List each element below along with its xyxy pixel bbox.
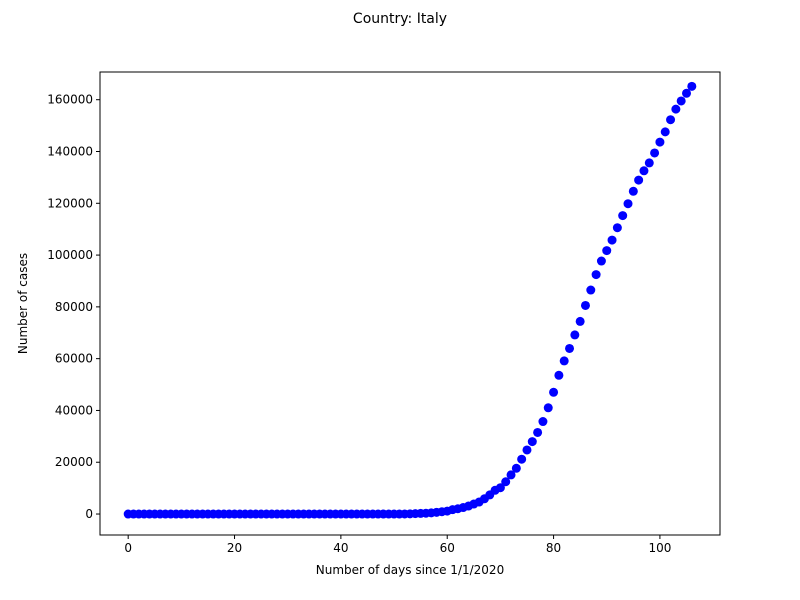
data-point xyxy=(687,81,697,91)
y-tick-label: 100000 xyxy=(47,248,93,262)
x-tick-label: 20 xyxy=(227,541,242,555)
y-axis-label: Number of cases xyxy=(16,253,30,354)
data-point xyxy=(586,285,596,295)
data-point xyxy=(559,356,569,366)
x-tick-label: 80 xyxy=(546,541,561,555)
data-point xyxy=(671,104,681,114)
y-tick-label: 140000 xyxy=(47,144,93,158)
data-point xyxy=(596,256,606,266)
x-axis-label: Number of days since 1/1/2020 xyxy=(316,563,504,577)
data-point xyxy=(655,137,665,147)
data-point xyxy=(580,300,590,310)
data-point xyxy=(618,211,628,221)
data-point xyxy=(527,437,537,447)
data-point xyxy=(591,270,601,280)
data-point xyxy=(565,343,575,353)
data-point xyxy=(666,115,676,125)
data-point xyxy=(602,246,612,256)
data-point xyxy=(575,316,585,326)
data-point xyxy=(639,166,649,176)
y-tick-label: 0 xyxy=(85,507,93,521)
data-point xyxy=(628,186,638,196)
data-point xyxy=(538,417,548,427)
y-axis-ticks: 0 20000 40000 60000 80000 100000 120000 140000 1… xyxy=(47,93,100,521)
y-tick-label: 60000 xyxy=(55,352,93,366)
data-point xyxy=(554,370,564,380)
x-axis-ticks: 0 20 40 60 80 100 xyxy=(124,535,671,555)
data-point xyxy=(511,463,521,473)
y-tick-label: 80000 xyxy=(55,300,93,314)
data-point xyxy=(607,235,617,245)
plot-area-frame xyxy=(99,71,721,536)
data-point xyxy=(623,199,633,209)
data-point xyxy=(634,175,644,185)
data-point xyxy=(650,148,660,158)
data-point xyxy=(612,223,622,233)
data-point xyxy=(501,477,511,487)
data-point xyxy=(644,158,654,168)
y-tick-label: 20000 xyxy=(55,455,93,469)
data-point xyxy=(506,470,516,480)
data-point xyxy=(660,127,670,137)
data-points xyxy=(123,81,697,519)
data-point xyxy=(522,445,532,455)
y-tick-label: 160000 xyxy=(47,93,93,107)
data-point xyxy=(543,403,553,413)
data-point xyxy=(533,427,543,437)
data-point xyxy=(517,454,527,464)
data-point xyxy=(682,88,692,98)
data-point xyxy=(570,330,580,340)
data-point xyxy=(676,96,686,106)
y-tick-label: 40000 xyxy=(55,403,93,417)
chart-title: Country: Italy xyxy=(353,11,447,27)
x-tick-label: 60 xyxy=(440,541,455,555)
x-tick-label: 0 xyxy=(124,541,132,555)
x-tick-label: 40 xyxy=(333,541,348,555)
y-tick-label: 120000 xyxy=(47,196,93,210)
data-point xyxy=(495,483,505,493)
data-point xyxy=(549,387,559,397)
x-tick-label: 100 xyxy=(648,541,671,555)
